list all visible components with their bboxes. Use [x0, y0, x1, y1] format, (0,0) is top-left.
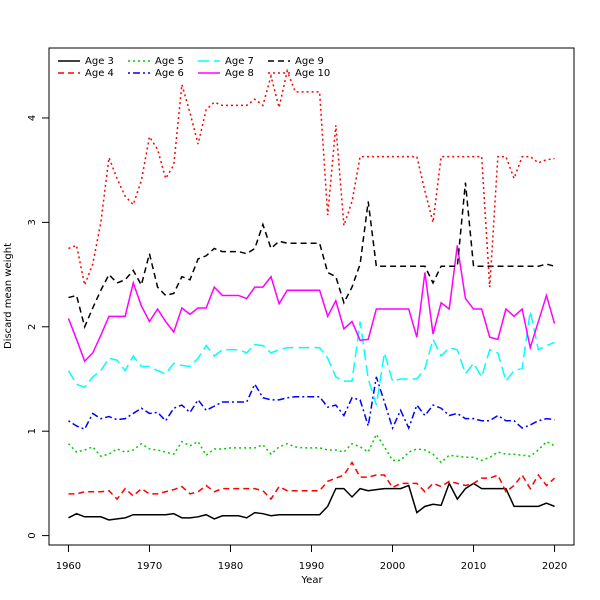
y-tick-label: 1 — [27, 428, 38, 434]
x-tick-label: 1980 — [218, 561, 243, 572]
legend-label: Age 7 — [225, 56, 254, 67]
x-axis-label: Year — [300, 575, 323, 586]
x-tick-label: 1960 — [56, 561, 81, 572]
y-axis-label: Discard mean weight — [3, 243, 14, 349]
series-line — [67, 432, 555, 464]
x-tick-label: 1970 — [137, 561, 162, 572]
x-tick-label: 1990 — [299, 561, 324, 572]
series-line — [67, 310, 555, 406]
legend-label: Age 9 — [295, 56, 324, 67]
series-line — [68, 182, 555, 330]
legend-label: Age 10 — [295, 68, 330, 79]
series-line — [68, 376, 555, 431]
y-tick-label: 2 — [27, 324, 38, 330]
x-tick-label: 2020 — [542, 561, 567, 572]
legend-label: Age 6 — [155, 68, 184, 79]
y-tick-label: 3 — [27, 219, 38, 225]
x-tick-label: 2000 — [380, 561, 405, 572]
legend-label: Age 3 — [85, 56, 114, 67]
legend-label: Age 8 — [225, 68, 254, 79]
y-tick-label: 4 — [27, 115, 38, 121]
series-line — [68, 461, 556, 501]
legend-label: Age 4 — [85, 68, 114, 79]
series-line — [68, 68, 555, 288]
series-line — [68, 481, 555, 521]
x-tick-label: 2010 — [461, 561, 486, 572]
series-line — [67, 245, 556, 363]
plot-frame — [48, 47, 575, 546]
y-tick-label: 0 — [27, 532, 38, 538]
legend-label: Age 5 — [155, 56, 184, 67]
